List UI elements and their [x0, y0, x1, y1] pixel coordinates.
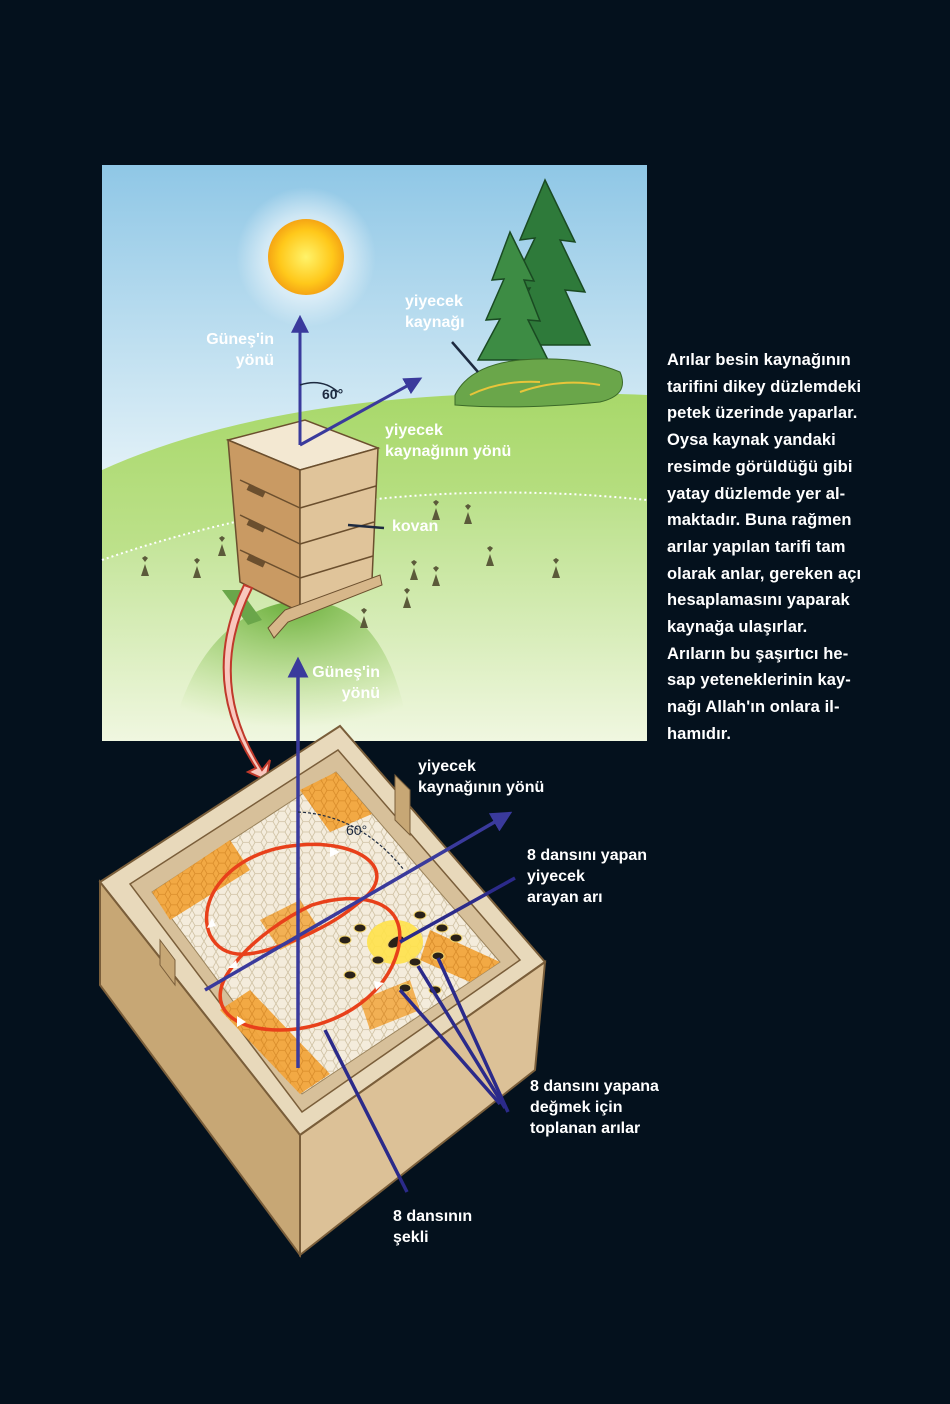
angle-label-top: 60° — [322, 386, 344, 402]
angle-arc-top — [299, 381, 339, 393]
food-source-label: yiyecek kaynağı — [405, 293, 465, 331]
pointer-lines — [323, 876, 516, 1193]
food-direction-arrow-top — [299, 377, 423, 447]
flowers-icon — [141, 500, 560, 628]
gathered-bees-label: 8 dansını yapana değmek için toplanan ar… — [530, 1078, 659, 1137]
dance-shape-label: 8 dansının şekli — [393, 1208, 473, 1246]
figure-eight-dance-path — [204, 842, 402, 1032]
top-scene — [101, 165, 648, 741]
trees-icon — [454, 178, 623, 408]
sun-direction-label-bottom: Güneş'in yönü — [312, 664, 380, 702]
food-direction-label-bottom: yiyecek kaynağının yönü — [418, 758, 545, 796]
explanation-paragraph: Arılar besin kaynağının tarifini dikey d… — [667, 351, 862, 743]
hive-label: kovan — [392, 518, 439, 535]
dancing-bee-label: 8 dansını yapan yiyecek arayan arı — [527, 847, 648, 906]
hill-edge — [101, 491, 648, 561]
transition-arrow — [222, 583, 271, 782]
food-source-pointer — [451, 341, 479, 373]
food-direction-arrow-bottom — [204, 811, 513, 992]
sun-icon — [268, 219, 344, 295]
hive-pointer — [347, 523, 385, 530]
food-direction-label-top: yiyecek kaynağının yönü — [385, 422, 512, 460]
dance-direction-marks — [207, 847, 384, 1027]
angle-arc-bottom — [297, 811, 405, 871]
hive-interior-box — [98, 724, 547, 1259]
angle-label-bottom: 60° — [346, 822, 368, 838]
sun-direction-label-top: Güneş'in yönü — [206, 331, 274, 369]
